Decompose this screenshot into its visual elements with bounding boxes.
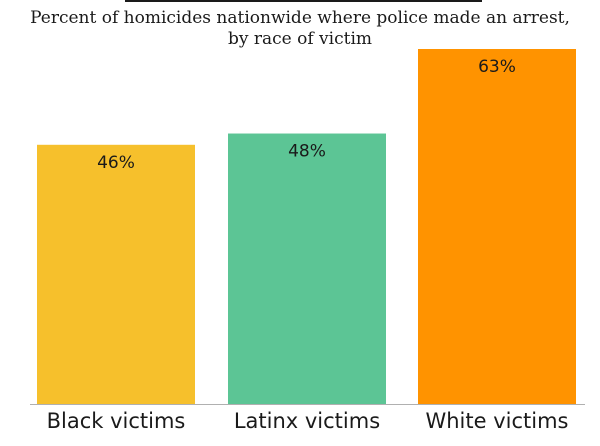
bar-value-label: 63% [478,57,516,77]
bar-latinx-victims [228,133,386,404]
chart-title-line-2: by race of victim [227,29,373,49]
chart-title: Percent of homicides nationwide where po… [0,8,600,50]
category-label: Black victims [47,409,186,433]
top-rule [125,0,482,2]
category-label: White victims [425,409,568,433]
bar-black-victims [37,144,195,405]
bar-value-label: 48% [288,142,326,162]
bar-white-victims [418,49,576,404]
chart-title-line-1: Percent of homicides nationwide where po… [30,8,570,28]
bar-value-label: 46% [97,153,135,173]
category-label: Latinx victims [234,409,380,433]
